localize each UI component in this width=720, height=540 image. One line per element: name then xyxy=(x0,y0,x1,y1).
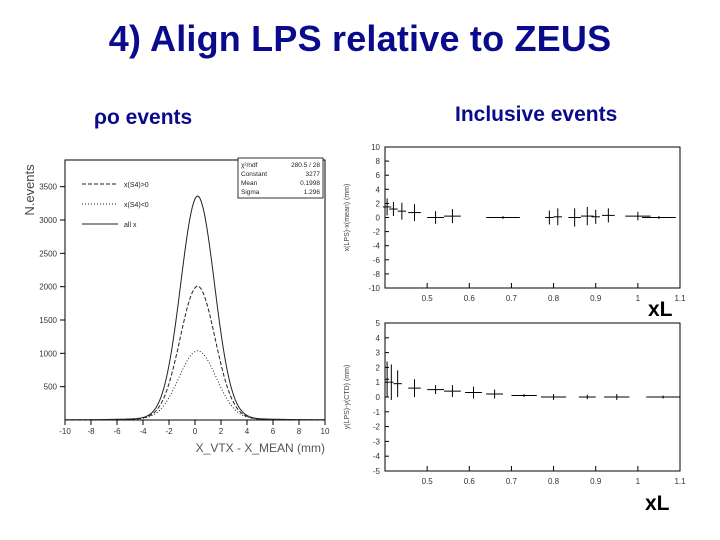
x-axis-label: X_VTX - X_MEAN (mm) xyxy=(196,441,325,455)
top-plot-y-tick-label: 6 xyxy=(376,171,381,180)
stats-value: 3277 xyxy=(306,171,321,178)
x-tick-label: 8 xyxy=(297,427,302,436)
bottom-xl-text: xL xyxy=(645,492,670,515)
bottom-plot-y-tick-label: -3 xyxy=(373,437,381,446)
x-tick-label: -4 xyxy=(139,427,147,436)
stats-value: 280.5 / 28 xyxy=(291,162,320,169)
stats-value: 0.1998 xyxy=(300,180,320,187)
top-plot-y-tick-label: -4 xyxy=(373,242,381,251)
bottom-plot-y-axis-label: y(LPS)-y(CTD) (mm) xyxy=(344,365,351,430)
x-tick-label: 6 xyxy=(271,427,276,436)
y-tick-label: 1500 xyxy=(39,316,57,325)
y-tick-label: 1000 xyxy=(39,349,57,358)
y-tick-label: 500 xyxy=(44,383,58,392)
y-tick-label: 2500 xyxy=(39,249,57,258)
top-plot-x-tick-label: 0.7 xyxy=(506,294,518,303)
ylps-vs-xl-plot: 0.5 0.6 0.7 0.8 0.9 1 1.1 -5 -4 -3 -2 -1 0 1 2 3 4 5 y(LPS… xyxy=(344,319,686,486)
series-line-3 xyxy=(65,195,325,421)
series-line-1 xyxy=(65,285,325,421)
bottom-plot-y-tick-label: -2 xyxy=(373,423,381,432)
top-plot-x-tick-label: 1.1 xyxy=(674,294,686,303)
bottom-plot-x-tick-label: 1 xyxy=(636,477,641,486)
top-plot-y-tick-label: 8 xyxy=(376,157,381,166)
top-plot-x-tick-label: 1 xyxy=(636,294,641,303)
x-tick-label: -6 xyxy=(113,427,121,436)
bottom-plot-y-tick-label: 4 xyxy=(376,334,381,343)
x-tick-label: -2 xyxy=(165,427,173,436)
legend-label-3: all x xyxy=(124,222,137,229)
top-plot-y-tick-label: -10 xyxy=(368,284,380,293)
bottom-plot-y-tick-label: 3 xyxy=(376,349,381,358)
top-plot-x-tick-label: 0.6 xyxy=(464,294,476,303)
top-plot-y-tick-label: 4 xyxy=(376,185,381,194)
series-line-2 xyxy=(65,350,325,421)
bottom-plot-y-tick-label: 1 xyxy=(376,378,381,387)
top-plot-x-tick-label: 0.9 xyxy=(590,294,602,303)
bottom-plot-x-tick-label: 0.9 xyxy=(590,477,602,486)
top-plot-y-tick-label: 0 xyxy=(376,214,381,223)
top-xl-text: xL xyxy=(648,298,673,321)
slide-title: 4) Align LPS relative to ZEUS xyxy=(108,18,612,59)
stats-key: Sigma xyxy=(241,189,260,196)
bottom-plot-x-tick-label: 0.8 xyxy=(548,477,560,486)
top-plot-x-tick-label: 0.5 xyxy=(422,294,434,303)
x-tick-label: 2 xyxy=(219,427,224,436)
bottom-xl-axis-label: xL xyxy=(645,492,670,516)
bottom-plot-x-tick-label: 0.7 xyxy=(506,477,518,486)
bottom-plot-y-tick-label: 0 xyxy=(376,393,381,402)
x-tick-label: -8 xyxy=(87,427,95,436)
inclusive-events-heading: Inclusive events xyxy=(455,103,618,126)
top-plot-y-axis-label: x(LPS)-x(mean) (mm) xyxy=(344,184,351,252)
stats-key: Mean xyxy=(241,180,258,187)
top-plot-x-tick-label: 0.8 xyxy=(548,294,560,303)
rho-events-heading: ρo events xyxy=(94,106,193,129)
bottom-plot-y-tick-label: 2 xyxy=(376,363,381,372)
bottom-plot-x-tick-label: 1.1 xyxy=(674,477,686,486)
xlps-vs-xl-plot: 0.5 0.6 0.7 0.8 0.9 1 1.1 -10 -8 -6 -4 -2 0 2 4 6 8 10 x(L… xyxy=(344,143,686,303)
top-plot-y-tick-label: 2 xyxy=(376,199,381,208)
rho-vertex-histogram: -10 -8 -6 -4 -2 0 2 4 6 8 10 500 1000 1500 2000 2500 300… xyxy=(22,157,330,455)
x-tick-label: 0 xyxy=(193,427,198,436)
stats-value: 1.296 xyxy=(304,189,321,196)
top-plot-y-tick-label: 10 xyxy=(371,143,380,152)
legend-label-1: x(S4)>0 xyxy=(124,182,149,189)
top-xl-axis-label: xL xyxy=(648,298,673,322)
y-tick-label: 3000 xyxy=(39,216,57,225)
bottom-plot-x-tick-label: 0.6 xyxy=(464,477,476,486)
y-tick-label: 3500 xyxy=(39,183,57,192)
x-tick-label: 10 xyxy=(321,427,330,436)
bottom-plot-frame xyxy=(384,322,681,472)
bottom-plot-y-tick-label: -4 xyxy=(373,452,381,461)
top-plot-y-tick-label: -8 xyxy=(373,270,381,279)
legend-label-2: x(S4)<0 xyxy=(124,202,149,209)
x-tick-label: 4 xyxy=(245,427,250,436)
bottom-plot-y-tick-label: 5 xyxy=(376,319,381,328)
stats-key: Constant xyxy=(241,171,267,178)
bottom-plot-x-tick-label: 0.5 xyxy=(422,477,434,486)
stats-box xyxy=(237,157,324,199)
top-plot-y-tick-label: -6 xyxy=(373,256,381,265)
x-tick-label: -10 xyxy=(59,427,71,436)
bottom-plot-y-tick-label: -1 xyxy=(373,408,381,417)
y-axis-label: N.events xyxy=(22,164,37,216)
stats-key: χ²/ndf xyxy=(241,162,258,169)
top-plot-y-tick-label: -2 xyxy=(373,228,381,237)
y-tick-label: 2000 xyxy=(39,283,57,292)
bottom-plot-y-tick-label: -5 xyxy=(373,467,381,476)
